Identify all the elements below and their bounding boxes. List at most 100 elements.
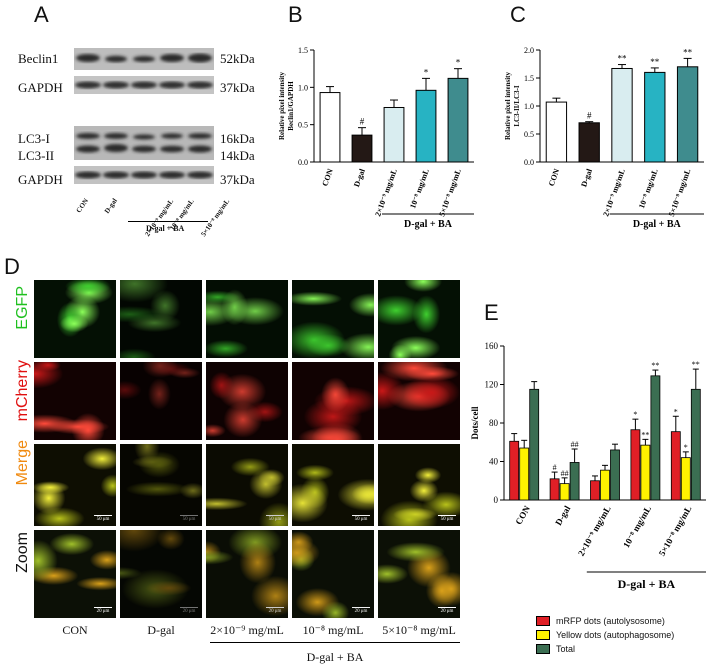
legend-label: mRFP dots (autolysosome): [556, 616, 665, 626]
significance-mark: ##: [571, 440, 579, 449]
significance-mark: **: [651, 361, 659, 370]
y-tick-label: 0.0: [298, 158, 308, 167]
panel-label-e: E: [484, 300, 499, 325]
bar: [630, 429, 641, 501]
significance-mark: *: [674, 407, 678, 416]
blot-group-label: D-gal + BA: [146, 224, 185, 233]
micrograph-tile: [206, 362, 288, 440]
y-tick-label: 1.0: [524, 102, 534, 111]
significance-mark: **: [650, 57, 660, 67]
micrograph-tile: 20 μm: [292, 530, 374, 618]
y-tick-label: 40: [489, 457, 499, 467]
legend-item: Total: [536, 644, 674, 654]
significance-mark: **: [692, 360, 700, 369]
y-axis-label-line: Relative pixel intensity: [278, 71, 286, 140]
bar: [545, 101, 568, 163]
blot-label-lc3-ii: LC3-II: [18, 148, 55, 163]
bar: [644, 71, 666, 163]
scale-bar: 20 μm: [180, 607, 198, 614]
bar: [509, 440, 520, 501]
x-tick-label: 2×10⁻⁹ mg/mL: [373, 168, 399, 218]
micrograph-tile: 50 μm: [292, 444, 374, 526]
scale-bar: 20 μm: [266, 607, 284, 614]
bar: [640, 444, 651, 501]
x-tick-label: 2×10⁻⁹ mg/mL: [576, 504, 613, 558]
legend-swatch-mrfp: [536, 616, 550, 626]
micrograph-col-label: CON: [62, 623, 88, 637]
significance-mark: ##: [561, 469, 569, 478]
scale-bar: 50 μm: [438, 515, 456, 522]
panel-label-d: D: [4, 254, 20, 279]
blot-kda-beclin1: 52kDa: [220, 51, 255, 66]
scale-bar-line: [438, 607, 456, 608]
y-axis-label-line: Relative pixel intensity: [504, 71, 512, 140]
blot-strip-lc3: [74, 126, 214, 160]
panel-label-a: A: [34, 2, 49, 27]
x-tick-label: 10⁻⁸ mg/mL: [637, 168, 660, 210]
y-axis-label-line: Beclin1/GAPDH: [287, 81, 295, 131]
micrograph-tile: 20 μm: [120, 530, 202, 618]
y-axis-label-line: LC3-II/LC3-I: [513, 85, 521, 127]
scale-bar-label: 20 μm: [354, 609, 368, 614]
blot-images: [74, 48, 214, 184]
legend-label: Total: [556, 644, 576, 654]
x-tick-label: 10⁻⁸ mg/mL: [408, 168, 431, 210]
bar: [415, 89, 437, 163]
scale-bar-label: 50 μm: [182, 517, 196, 522]
scale-bar-label: 50 μm: [268, 517, 282, 522]
significance-mark: *: [684, 443, 688, 452]
scale-bar: 50 μm: [94, 515, 112, 522]
y-axis-label: Relative pixel intensityLC3-II/LC3-I: [504, 71, 521, 140]
micrograph-col-label: D-gal: [147, 623, 175, 637]
micrograph-row-label-mcherry: mCherry: [14, 360, 31, 422]
scale-bar-line: [180, 607, 198, 608]
micrograph-tile: [34, 362, 116, 440]
bar: [519, 447, 530, 501]
blot-label-lc3-i: LC3-I: [18, 131, 50, 146]
scale-bar-label: 20 μm: [268, 609, 282, 614]
scale-bar: 50 μm: [180, 515, 198, 522]
y-tick-label: 0: [494, 495, 499, 505]
significance-mark: #: [360, 117, 365, 127]
bar: [600, 469, 610, 501]
blot-label-gapdh-2: GAPDH: [18, 172, 63, 187]
x-tick-label: CON: [547, 167, 562, 187]
micrograph-tile: [292, 280, 374, 358]
blot-label-gapdh-1: GAPDH: [18, 80, 63, 95]
micrograph-tile: [378, 362, 460, 440]
y-tick-label: 80: [489, 418, 499, 428]
significance-mark: #: [553, 463, 557, 472]
y-tick-label: 1.5: [298, 46, 308, 55]
micrograph-group-line: [210, 642, 460, 643]
scale-bar-line: [94, 515, 112, 516]
scale-bar-line: [94, 607, 112, 608]
group-label: D-gal + BA: [633, 219, 682, 230]
micrograph-col-label: 2×10⁻⁹ mg/mL: [210, 623, 284, 637]
y-tick-label: 0.5: [298, 121, 308, 130]
significance-mark: **: [683, 47, 693, 57]
bar: [529, 388, 540, 501]
x-tick-label: 5×10⁻⁸ mg/mL: [657, 504, 694, 558]
bar: [690, 388, 701, 501]
micrograph-tile: [292, 362, 374, 440]
significance-mark: *: [424, 67, 429, 77]
x-tick-label: 10⁻⁸ mg/mL: [621, 504, 653, 549]
blot-kda-gapdh-1: 37kDa: [220, 80, 255, 95]
legend-item: Yellow dots (autophagosome): [536, 630, 674, 640]
legend-item: mRFP dots (autolysosome): [536, 616, 674, 626]
scale-bar-line: [352, 515, 370, 516]
bar: [549, 478, 560, 501]
micrograph-tile: 50 μm: [34, 444, 116, 526]
significance-mark: **: [618, 54, 628, 64]
scale-bar-label: 20 μm: [182, 609, 196, 614]
blot-kda-gapdh-2: 37kDa: [220, 172, 255, 187]
y-tick-label: 160: [485, 341, 499, 351]
bar: [351, 134, 373, 163]
micrograph-group-label: D-gal + BA: [306, 650, 364, 664]
scale-bar-line: [266, 515, 284, 516]
x-tick-label: D-gal: [352, 167, 367, 188]
micrograph-tile: 50 μm: [120, 444, 202, 526]
bar: [569, 462, 580, 501]
panel-label-c: C: [510, 2, 526, 27]
blot-label-beclin1: Beclin1: [18, 51, 59, 66]
